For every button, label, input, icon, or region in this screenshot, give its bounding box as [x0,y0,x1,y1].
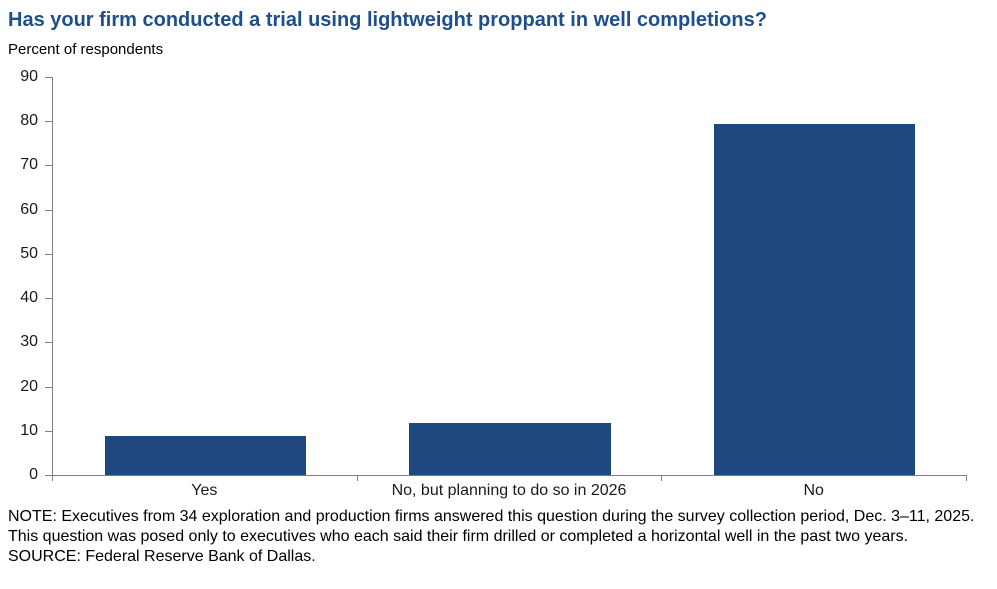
bar [104,436,306,475]
bar [409,422,611,475]
y-axis-tick-label: 50 [20,244,38,262]
source-text: SOURCE: Federal Reserve Bank of Dallas. [8,548,316,565]
y-axis-caption: Percent of respondents [8,41,164,58]
y-axis-tick [45,386,53,388]
y-axis-tick [45,298,53,300]
x-axis-tick [661,475,663,481]
y-axis-tick-label: 90 [20,68,38,85]
y-axis-tick-labels: 0 10 20 30 40 50 60 70 80 90 [0,68,38,483]
y-axis-tick [45,165,53,167]
y-axis-tick [45,121,53,123]
bar-slot [53,77,358,475]
x-axis-label: Yes [191,482,218,499]
x-axis-tick [356,475,358,481]
x-axis-label: No [803,482,824,499]
y-axis-tick [45,209,53,211]
y-axis-tick [45,430,53,432]
bar-slot [358,77,663,475]
y-axis-tick [45,342,53,344]
y-axis-tick-label: 20 [20,377,38,395]
x-axis-category-labels: Yes No, but planning to do so in 2026 No [52,481,966,500]
bar-series [53,77,967,475]
x-axis-label: No, but planning to do so in 2026 [391,482,627,499]
y-axis-tick-label: 70 [20,156,38,174]
x-axis-tick [966,475,967,481]
bar [714,123,916,475]
y-axis-tick-label: 40 [20,289,38,307]
bar-slot [662,77,967,475]
y-axis-tick [45,475,53,476]
note-text: NOTE: Executives from 34 exploration and… [8,508,975,545]
y-axis-tick-label: 30 [20,333,38,351]
y-axis-tick-label: 80 [20,112,38,130]
y-axis-tick [45,253,53,255]
y-axis-tick-label: 0 [29,466,38,483]
chart-title: Has your firm conducted a trial using li… [8,9,767,31]
y-axis-tick-label: 60 [20,200,38,218]
y-axis-tick [45,77,53,78]
plot-area [45,77,967,481]
x-axis-tick [52,475,53,481]
footnote-block: NOTE: Executives from 34 exploration and… [8,507,992,567]
y-axis-tick-label: 10 [20,421,38,439]
